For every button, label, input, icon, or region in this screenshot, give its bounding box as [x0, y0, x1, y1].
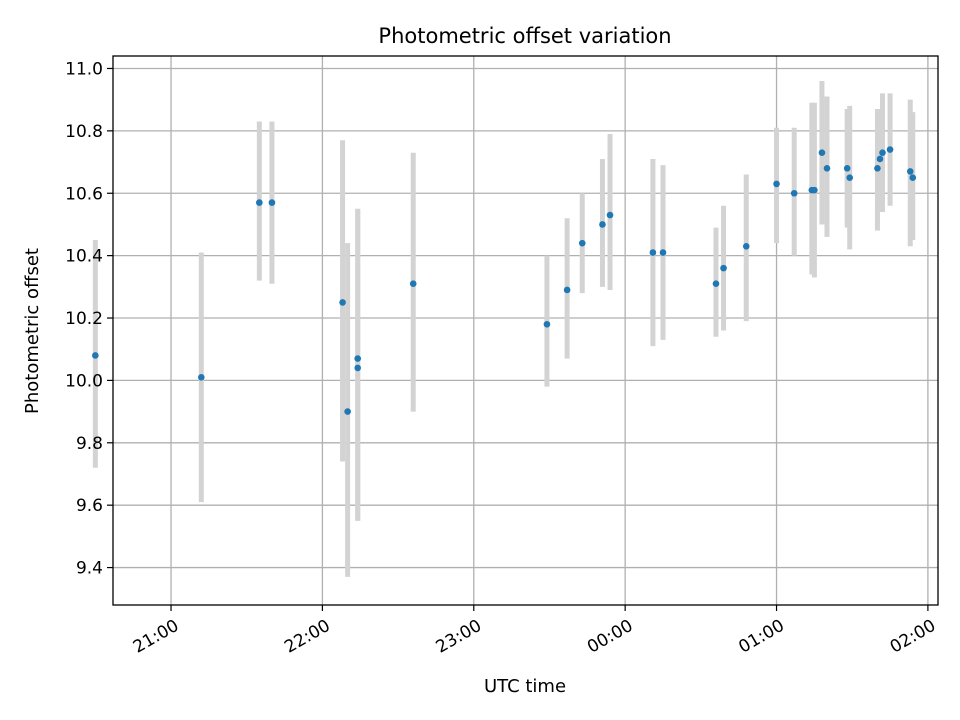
y-tick-label: 10.0: [65, 371, 103, 391]
y-tick-label: 9.8: [76, 434, 103, 454]
y-tick-label: 11.0: [65, 59, 103, 79]
data-point: [743, 243, 750, 250]
data-point: [650, 249, 657, 256]
data-point: [846, 174, 853, 181]
data-point: [92, 352, 99, 359]
data-point: [607, 212, 614, 219]
chart-title: Photometric offset variation: [378, 24, 671, 48]
data-point: [819, 149, 826, 156]
data-point: [564, 287, 571, 294]
data-point: [791, 190, 798, 197]
data-point: [354, 365, 361, 372]
data-point: [269, 199, 276, 206]
data-point: [879, 149, 886, 156]
x-axis-label: UTC time: [484, 676, 566, 697]
data-point: [256, 199, 263, 206]
data-point: [909, 174, 916, 181]
data-point: [599, 221, 606, 228]
data-point: [773, 181, 780, 188]
chart: Photometric offset variation 21:00 22:00 2…: [0, 0, 960, 720]
data-point: [874, 165, 881, 172]
y-tick-label: 10.8: [65, 122, 103, 142]
data-point: [720, 265, 727, 272]
data-point: [354, 355, 361, 362]
data-point: [887, 146, 894, 153]
data-point: [344, 408, 351, 415]
data-point: [811, 187, 818, 194]
data-point: [198, 374, 205, 381]
y-tick-label: 9.4: [76, 559, 103, 579]
data-point: [844, 165, 851, 172]
data-point: [907, 168, 914, 175]
y-tick-label: 10.6: [65, 184, 103, 204]
y-tick-label: 10.4: [65, 247, 103, 267]
y-axis-label: Photometric offset: [22, 248, 43, 414]
y-tick-label: 10.2: [65, 309, 103, 329]
y-tick-label: 9.6: [76, 496, 103, 516]
data-point: [410, 280, 417, 287]
data-point: [877, 156, 884, 163]
data-point: [339, 299, 346, 306]
data-point: [579, 240, 586, 247]
data-point: [713, 280, 720, 287]
data-point: [660, 249, 667, 256]
data-point: [824, 165, 831, 172]
data-point: [544, 321, 551, 328]
